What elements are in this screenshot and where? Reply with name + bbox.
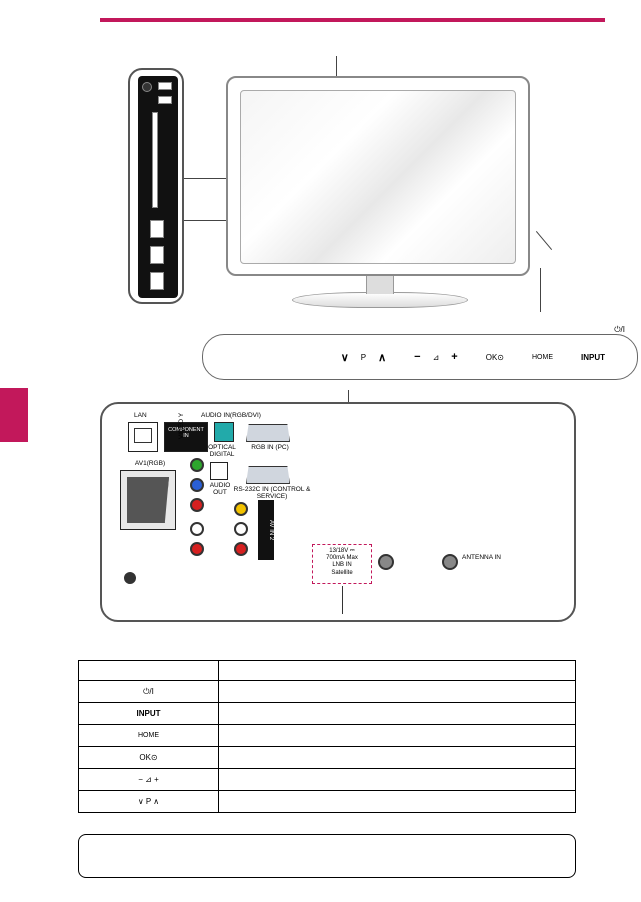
program-label: P: [361, 353, 366, 362]
home-button[interactable]: HOME: [532, 354, 553, 361]
note-box: [78, 834, 576, 878]
vol-minus-button[interactable]: −: [414, 351, 420, 363]
avin2-audio-r-jack-icon: [234, 542, 248, 556]
table-cell-desc: [219, 725, 576, 747]
rear-connector-panel: LAN AUDIO IN(RGB/DVI) COMPONENT IN OPTIC…: [100, 402, 576, 622]
audio-out-port-icon: [210, 462, 228, 480]
side-tab-marker: [0, 388, 28, 442]
tv-diagram: ⏻/I ∨ P ∧ − ⊿ + OK⊙ HOME INPUT: [100, 50, 576, 400]
hdmi-1-icon: [150, 220, 164, 238]
lan-label: LAN: [134, 412, 147, 419]
lan-port-icon: [128, 422, 158, 452]
tv-frame: [226, 76, 530, 276]
lnb-satellite-jack-icon: [378, 554, 394, 570]
usb-port-1-icon: [158, 82, 172, 90]
av1-rgb-label: AV1(RGB): [128, 460, 172, 467]
pcmcia-slot-icon: [152, 112, 158, 208]
table-cell-desc: [219, 703, 576, 725]
volume-icon: ⊿: [433, 353, 440, 362]
headphone-jack-rear-icon: [124, 572, 136, 584]
side-port-panel-black: [138, 76, 178, 298]
table-cell-desc: [219, 681, 576, 703]
table-row: ⏻/I: [79, 681, 576, 703]
antenna-jack-icon: [442, 554, 458, 570]
table-cell-button: HOME: [79, 725, 219, 747]
callout-line-sensor: [540, 268, 541, 312]
lnb-satellite-label: 13/18V ⎓ 700mA Max LNB IN Satellite: [312, 544, 372, 584]
table-row: OK⊙: [79, 747, 576, 769]
table-row: HOME: [79, 725, 576, 747]
tv-stand-base: [292, 292, 468, 308]
table-cell-button: OK⊙: [79, 747, 219, 769]
table-header-desc: [219, 661, 576, 681]
component-pb-jack-icon: [190, 478, 204, 492]
component-audio-l-jack-icon: [190, 522, 204, 536]
controls-table: ⏻/I INPUT HOME OK⊙ − ⊿ + ∨ P ∧: [78, 660, 576, 813]
volume-group: − ⊿ +: [414, 351, 458, 363]
vol-plus-button[interactable]: +: [451, 351, 457, 363]
tv-stand-neck: [366, 276, 394, 294]
tv-body: [226, 76, 530, 316]
tv-screen: [240, 90, 516, 264]
optical-digital-label: OPTICAL DIGITAL: [198, 444, 246, 458]
table-row: − ⊿ +: [79, 769, 576, 791]
table-row: INPUT: [79, 703, 576, 725]
p-down-button[interactable]: ∨: [341, 351, 349, 364]
rgb-in-pc-port-icon: [246, 424, 290, 442]
button-panel: ⏻/I ∨ P ∧ − ⊿ + OK⊙ HOME INPUT: [202, 334, 638, 380]
audio-in-rgbdvi-label: AUDIO IN(RGB/DVI): [198, 412, 264, 419]
table-cell-desc: [219, 769, 576, 791]
table-cell-button: INPUT: [79, 703, 219, 725]
audio-out-label: AUDIO OUT: [202, 482, 238, 496]
component-audio-r-jack-icon: [190, 542, 204, 556]
table-row: ∨ P ∧: [79, 791, 576, 813]
component-y-jack-icon: [190, 458, 204, 472]
component-pr-jack-icon: [190, 498, 204, 512]
program-group: ∨ P ∧: [341, 351, 386, 364]
avin2-audio-l-jack-icon: [234, 522, 248, 536]
table-cell-button: − ⊿ +: [79, 769, 219, 791]
table-header-row: [79, 661, 576, 681]
scart-port-icon: [120, 470, 176, 530]
header-divider: [100, 18, 605, 22]
table-cell-desc: [219, 747, 576, 769]
p-up-button[interactable]: ∧: [378, 351, 386, 364]
rs232c-port-icon: [246, 466, 290, 484]
hdmi-3-icon: [150, 272, 164, 290]
input-button[interactable]: INPUT: [581, 353, 605, 362]
table-header-button: [79, 661, 219, 681]
avin2-video-jack-icon: [234, 502, 248, 516]
headphone-jack-icon: [142, 82, 152, 92]
side-port-panel: [128, 68, 184, 304]
table-cell-button: ⏻/I: [79, 681, 219, 703]
lnb-callout-line: [342, 586, 343, 614]
avin2-label: AV IN 2: [258, 500, 274, 560]
table-cell-desc: [219, 791, 576, 813]
callout-line-right: [536, 231, 552, 250]
antenna-in-label: ANTENNA IN: [462, 554, 506, 561]
usb-port-2-icon: [158, 96, 172, 104]
rgb-in-pc-label: RGB IN (PC): [250, 444, 290, 451]
table-cell-button: ∨ P ∧: [79, 791, 219, 813]
hdmi-2-icon: [150, 246, 164, 264]
optical-port-icon: [214, 422, 234, 442]
ok-button[interactable]: OK⊙: [486, 353, 504, 362]
video-column-label: VIDEO Y: [178, 396, 185, 456]
power-button-label: ⏻/I: [614, 325, 625, 335]
